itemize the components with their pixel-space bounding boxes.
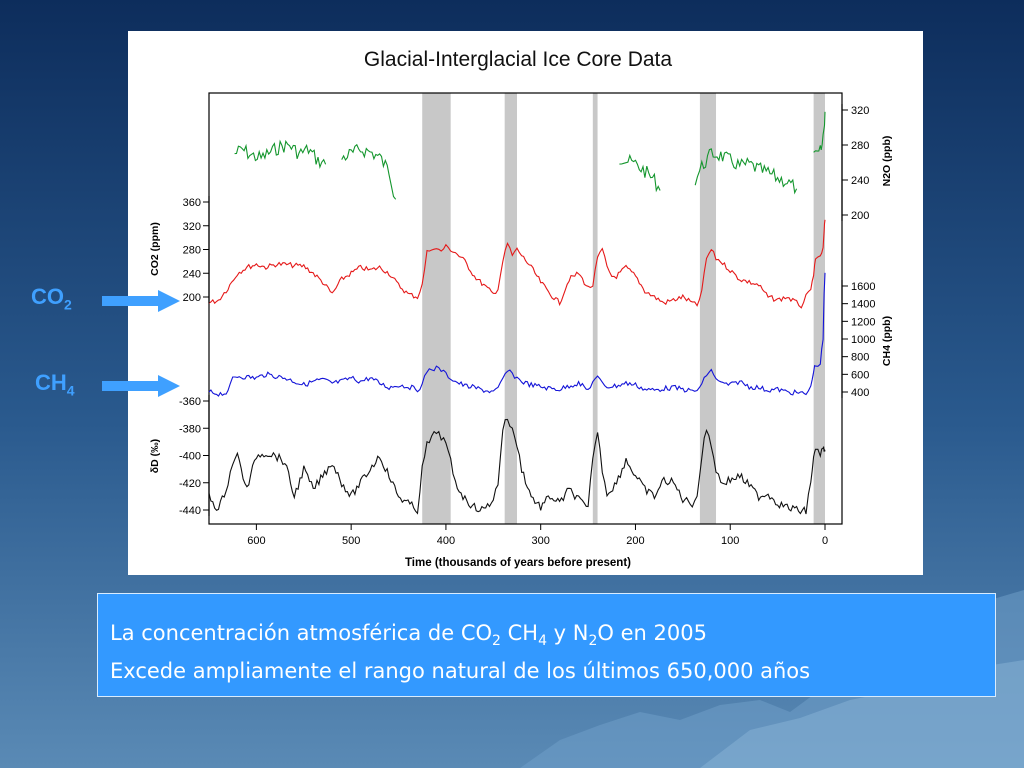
x-tick-label-300: 300 (532, 535, 550, 547)
dD-y-tick-label--380: -380 (179, 423, 201, 435)
n2o-y-tick-label-320: 320 (851, 105, 869, 117)
x-tick-label-500: 500 (342, 535, 360, 547)
ch4-y-tick-label-400: 400 (851, 387, 869, 399)
n2o-series-line-0 (234, 139, 327, 169)
chart-title: Glacial-Interglacial Ice Core Data (364, 48, 672, 71)
co2-y-tick-label-280: 280 (183, 245, 201, 257)
x-tick-label-400: 400 (437, 535, 455, 547)
n2o-series-line-4 (813, 111, 826, 153)
ch4-series-line (208, 272, 826, 397)
n2o-y-axis-label: N2O (ppb) (881, 136, 893, 187)
co2-y-tick-label-360: 360 (183, 197, 201, 209)
note-line-2: Excede ampliamente el rango natural de l… (110, 659, 811, 684)
series-layer (208, 111, 826, 515)
n2o-series-line-1 (341, 143, 397, 200)
dD-y-tick-label--440: -440 (179, 505, 201, 517)
chart-panel: Glacial-Interglacial Ice Core Data 600 50… (128, 31, 923, 575)
ch4-label-sub: 4 (66, 382, 75, 399)
co2-y-axis-label: CO2 (ppm) (149, 222, 161, 276)
co2-y-tick-label-240: 240 (183, 268, 201, 280)
dD-series-line (208, 418, 826, 515)
ch4-y-tick-label-1400: 1400 (851, 299, 875, 311)
interglacial-band-3 (699, 93, 717, 524)
interglacial-band-1 (504, 93, 517, 524)
dD-y-axis-label: δD (‰) (149, 439, 161, 473)
interglacial-band-4 (813, 93, 825, 524)
co2-y-tick-label-200: 200 (183, 292, 201, 304)
n2o-series-line-2 (619, 153, 661, 193)
ice-core-chart: Glacial-Interglacial Ice Core Data 600 50… (149, 48, 893, 569)
interglacial-band-2 (592, 93, 598, 524)
ch4-y-tick-label-1600: 1600 (851, 281, 875, 293)
dD-y-tick-label--420: -420 (179, 478, 201, 490)
note-line-1-ch: CH (500, 621, 539, 645)
co2-label-main: CO (31, 284, 64, 309)
x-tick-label-0: 0 (822, 535, 828, 547)
co2-series-line (208, 219, 826, 309)
note-line-1: La concentración atmosférica de CO2 CH4 … (110, 618, 983, 656)
ch4-y-tick-label-800: 800 (851, 352, 869, 364)
n2o-series-line-3 (694, 148, 798, 195)
ch4-y-axis-label: CH4 (ppb) (881, 316, 893, 366)
note-line-1-n: y N (547, 621, 589, 645)
n2o-y-tick-label-200: 200 (851, 210, 869, 222)
note-line-1-prefix: La concentración atmosférica de CO (110, 621, 493, 645)
note-box: La concentración atmosférica de CO2 CH4 … (97, 593, 996, 697)
co2-arrow-icon (102, 290, 180, 312)
ch4-side-label: CH4 (35, 370, 75, 398)
n2o-y-tick-label-280: 280 (851, 140, 869, 152)
ch4-y-tick-label-600: 600 (851, 369, 869, 381)
x-axis-label: Time (thousands of years before present) (405, 557, 631, 569)
x-tick-label-600: 600 (247, 535, 265, 547)
co2-label-sub: 2 (64, 296, 72, 313)
interglacial-band-0 (422, 93, 451, 524)
note-sub-n2o: 2 (588, 633, 598, 650)
dD-y-tick-label--360: -360 (179, 396, 201, 408)
x-tick-label-100: 100 (721, 535, 739, 547)
co2-side-label: CO2 (31, 284, 72, 312)
note-sub-ch4: 4 (538, 633, 547, 650)
n2o-y-tick-label-240: 240 (851, 175, 869, 187)
note-sub-co2: 2 (492, 633, 501, 650)
interglacial-bands (422, 93, 825, 524)
note-line-1-suffix: O en 2005 (597, 621, 707, 645)
x-tick-label-200: 200 (626, 535, 644, 547)
ch4-label-main: CH (35, 370, 67, 395)
ch4-arrow-icon (102, 375, 180, 397)
co2-y-tick-label-320: 320 (183, 221, 201, 233)
dD-y-tick-label--400: -400 (179, 451, 201, 463)
ch4-y-tick-label-1000: 1000 (851, 334, 875, 346)
ch4-y-tick-label-1200: 1200 (851, 316, 875, 328)
